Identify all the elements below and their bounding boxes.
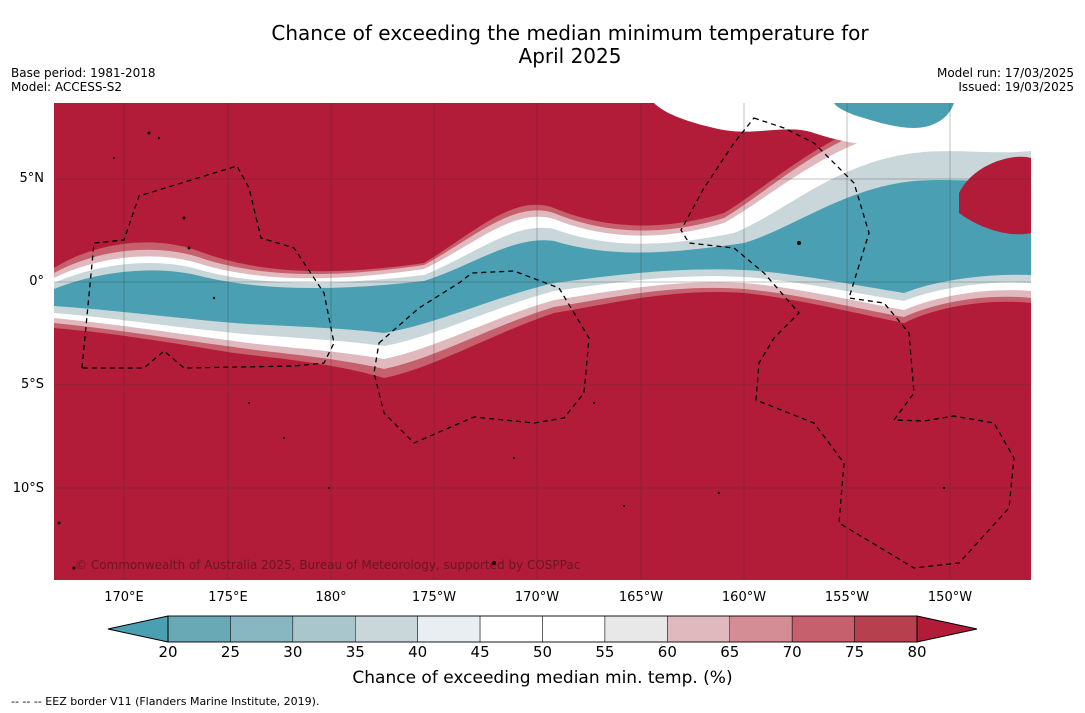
- lon-label-180: 180°: [315, 590, 347, 605]
- colorbar-tick-label: 60: [657, 643, 677, 661]
- model-run: Model run: 17/03/2025: [936, 66, 1074, 80]
- colorbar-label: Chance of exceeding median min. temp. (%…: [352, 668, 733, 688]
- eez-borders: [81, 117, 1015, 569]
- colorbar: [107, 615, 978, 643]
- cool-band-core: [54, 180, 1031, 333]
- warm-blob-northeast: [959, 156, 1031, 235]
- meta-right: Model run: 17/03/2025 Issued: 19/03/2025: [937, 66, 1074, 94]
- lon-label-155w: 155°W: [824, 590, 870, 605]
- eez-footer-note: -- -- -- EEZ border V11 (Flanders Marine…: [11, 695, 320, 708]
- colorbar-swatch: [854, 615, 918, 643]
- colorbar-frame: [167, 615, 918, 643]
- meta-left: Base period: 1981-2018 Model: ACCESS-S2: [11, 66, 156, 94]
- lon-label-175e: 175°E: [208, 590, 248, 605]
- title-line-2: April 2025: [518, 44, 622, 68]
- map-title: Chance of exceeding the median minimum t…: [0, 22, 1085, 68]
- colorbar-tick-label: 35: [345, 643, 365, 661]
- model-name: Model: ACCESS-S2: [11, 80, 123, 94]
- colorbar-swatch: [791, 615, 855, 643]
- colorbar-swatch: [230, 615, 294, 643]
- lon-label-165w: 165°W: [618, 590, 664, 605]
- colorbar-tick-label: 20: [158, 643, 178, 661]
- lon-label-150w: 150°W: [927, 590, 973, 605]
- colorbar-tick-label: 45: [470, 643, 490, 661]
- title-line-1: Chance of exceeding the median minimum t…: [271, 21, 869, 45]
- lat-label-10s: 10°S: [12, 481, 44, 496]
- colorbar-swatch: [729, 615, 793, 643]
- lon-label-170w: 170°W: [514, 590, 560, 605]
- colorbar-tick-label: 70: [782, 643, 802, 661]
- islands: [57, 131, 946, 570]
- colorbar-swatches: [167, 615, 918, 643]
- lon-label-160w: 160°W: [721, 590, 767, 605]
- colorbar-tick-label: 50: [532, 643, 553, 661]
- colorbar-tick-label: 75: [845, 643, 865, 661]
- colorbar-swatch: [292, 615, 356, 643]
- colorbar-swatch: [604, 615, 668, 643]
- colorbar-swatch: [417, 615, 481, 643]
- lat-label-5n: 5°N: [19, 171, 45, 186]
- colorbar-swatch: [479, 615, 543, 643]
- colorbar-tick-label: 80: [907, 643, 927, 661]
- colorbar-tick-label: 65: [720, 643, 740, 661]
- cool-patch-northeast-core: [834, 103, 954, 128]
- colorbar-swatch: [167, 615, 231, 643]
- colorbar-tick-label: 25: [220, 643, 240, 661]
- copyright-notice: © Commonwealth of Australia 2025, Bureau…: [75, 558, 581, 572]
- lon-label-170e: 170°E: [104, 590, 144, 605]
- base-period: Base period: 1981-2018: [11, 66, 156, 80]
- map-canvas: [54, 103, 1031, 580]
- colorbar-swatch: [355, 615, 418, 643]
- colorbar-swatch: [667, 615, 730, 643]
- map-area[interactable]: [54, 103, 1031, 580]
- lat-label-0: 0°: [29, 274, 44, 289]
- colorbar-tick-label: 30: [283, 643, 303, 661]
- colorbar-under-arrow: [107, 615, 169, 643]
- colorbar-tick-label: 55: [595, 643, 615, 661]
- colorbar-tick-label: 40: [408, 643, 428, 661]
- lon-label-175w: 175°W: [411, 590, 457, 605]
- issued-date: Issued: 19/03/2025: [958, 80, 1074, 94]
- colorbar-swatch: [542, 615, 606, 643]
- colorbar-over-arrow: [916, 615, 978, 643]
- lat-label-5s: 5°S: [20, 377, 44, 392]
